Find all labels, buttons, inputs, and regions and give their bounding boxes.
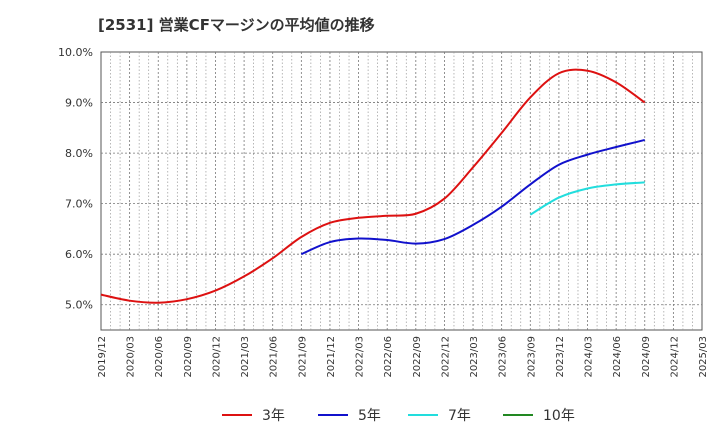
grid: [100, 51, 703, 331]
x-tick-label: 2021/12: [326, 336, 337, 378]
x-tick-label: 2020/06: [154, 336, 165, 378]
y-tick-label: 10.0%: [58, 46, 93, 59]
x-tick-label: 2021/06: [269, 336, 280, 378]
y-tick-label: 7.0%: [65, 198, 93, 211]
legend-label-2: 5年: [358, 408, 381, 424]
x-tick-label: 2023/12: [555, 336, 566, 378]
chart-title: [2531] 営業CFマージンの平均値の推移: [98, 16, 375, 34]
x-tick-label: 2021/03: [240, 336, 251, 378]
x-tick-label: 2020/09: [183, 336, 194, 378]
x-tick-label: 2022/12: [440, 336, 451, 378]
x-tick-label: 2024/12: [669, 336, 680, 378]
x-tick-label: 2024/03: [584, 336, 595, 378]
y-tick-label: 9.0%: [65, 97, 93, 110]
x-tick-label: 2020/12: [211, 336, 222, 378]
x-tick-label: 2021/09: [297, 336, 308, 378]
x-tick-label: 2023/09: [526, 336, 537, 378]
x-tick-label: 2019/12: [97, 336, 108, 378]
legend-label-1: 3年: [262, 408, 285, 424]
x-tick-label: 2024/06: [612, 336, 623, 378]
x-tick-label: 2025/03: [698, 336, 709, 378]
legend-label-3: 7年: [448, 408, 471, 424]
x-tick-label: 2020/03: [126, 336, 137, 378]
x-tick-label: 2024/09: [641, 336, 652, 378]
legend: 3年 5年 7年 10年: [222, 408, 575, 424]
x-tick-label: 2022/09: [412, 336, 423, 378]
y-tick-label: 6.0%: [65, 248, 93, 261]
y-tick-label: 5.0%: [65, 299, 93, 312]
series-line-1: [100, 68, 646, 304]
x-tick-label: 2022/03: [355, 336, 366, 378]
series-line-2: [300, 138, 646, 256]
y-tick-label: 8.0%: [65, 147, 93, 160]
x-axis-ticks: 2019/12 2020/03 2020/06 2020/09 2020/12 2021/…: [97, 336, 709, 378]
x-tick-label: 2022/06: [383, 336, 394, 378]
x-tick-label: 2023/03: [469, 336, 480, 378]
legend-label-4: 10年: [543, 408, 575, 424]
y-axis-ticks: 5.0% 6.0% 7.0% 8.0% 9.0% 10.0%: [58, 46, 93, 312]
series-line-3: [529, 181, 645, 216]
x-tick-label: 2023/06: [498, 336, 509, 378]
plot-area: [100, 51, 703, 331]
series-lines: [100, 68, 646, 304]
